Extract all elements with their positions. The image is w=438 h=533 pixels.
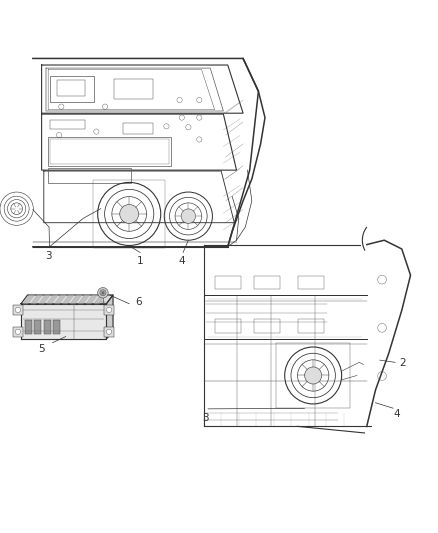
Text: 5: 5 <box>38 344 45 354</box>
Bar <box>34 320 41 334</box>
Text: 4: 4 <box>393 409 400 419</box>
Circle shape <box>100 290 106 296</box>
Polygon shape <box>39 295 50 304</box>
Bar <box>254 319 280 333</box>
Text: 3: 3 <box>45 251 52 261</box>
Bar <box>50 139 169 165</box>
Bar <box>53 320 60 334</box>
Bar <box>215 276 241 289</box>
Bar <box>298 319 324 333</box>
Circle shape <box>106 329 112 334</box>
Bar <box>25 320 32 334</box>
Circle shape <box>106 307 112 312</box>
Bar <box>93 180 165 248</box>
Bar <box>57 80 85 96</box>
Polygon shape <box>78 295 89 304</box>
Bar <box>50 120 85 130</box>
Text: 6: 6 <box>135 296 141 306</box>
Polygon shape <box>55 295 66 304</box>
Bar <box>114 79 153 99</box>
Text: 1: 1 <box>137 256 144 266</box>
Bar <box>48 168 131 183</box>
Bar <box>44 320 51 334</box>
Text: 2: 2 <box>399 358 406 368</box>
Bar <box>104 327 114 336</box>
Polygon shape <box>106 295 113 339</box>
Text: 3: 3 <box>202 413 209 423</box>
Bar <box>13 327 23 336</box>
Circle shape <box>98 287 108 298</box>
Bar <box>104 305 114 314</box>
Polygon shape <box>23 295 34 304</box>
Bar <box>50 76 94 102</box>
Circle shape <box>120 205 139 223</box>
Circle shape <box>15 329 21 334</box>
Bar <box>48 138 171 166</box>
Polygon shape <box>21 304 106 339</box>
Polygon shape <box>31 295 42 304</box>
Polygon shape <box>86 295 97 304</box>
Text: 4: 4 <box>178 256 185 266</box>
Circle shape <box>15 307 21 312</box>
Circle shape <box>305 367 321 384</box>
Bar <box>298 276 324 289</box>
Polygon shape <box>71 295 81 304</box>
Polygon shape <box>63 295 74 304</box>
Bar <box>215 319 241 333</box>
Circle shape <box>181 209 195 223</box>
Bar <box>13 305 23 314</box>
Polygon shape <box>21 295 113 304</box>
Bar <box>123 123 153 134</box>
Polygon shape <box>47 295 58 304</box>
Bar <box>254 276 280 289</box>
Polygon shape <box>94 295 105 304</box>
